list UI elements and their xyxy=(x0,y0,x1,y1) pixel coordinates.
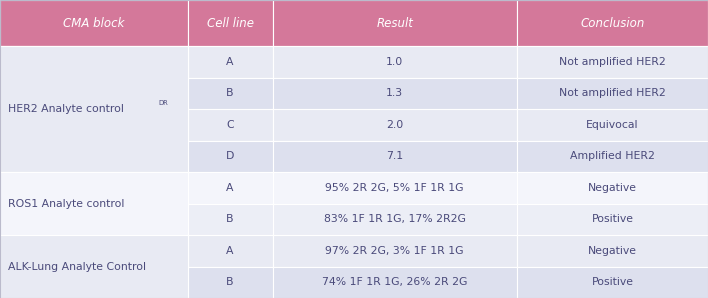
Text: Not amplified HER2: Not amplified HER2 xyxy=(559,57,666,67)
Bar xyxy=(0,141,188,172)
Text: 1.0: 1.0 xyxy=(386,57,404,67)
Text: B: B xyxy=(227,214,234,224)
Bar xyxy=(517,46,708,78)
Bar xyxy=(517,0,708,46)
Text: 95% 2R 2G, 5% 1F 1R 1G: 95% 2R 2G, 5% 1F 1R 1G xyxy=(326,183,464,193)
Bar xyxy=(517,78,708,109)
Text: A: A xyxy=(227,57,234,67)
Text: Amplified HER2: Amplified HER2 xyxy=(570,151,655,161)
Bar xyxy=(188,46,273,78)
Bar xyxy=(0,235,188,298)
Bar xyxy=(0,204,188,235)
Bar xyxy=(0,266,188,298)
Text: CMA block: CMA block xyxy=(63,17,125,30)
Text: Positive: Positive xyxy=(591,277,634,287)
Bar xyxy=(188,204,273,235)
Bar xyxy=(273,78,517,109)
Text: Not amplified HER2: Not amplified HER2 xyxy=(559,89,666,98)
Bar xyxy=(0,109,188,141)
Text: Cell line: Cell line xyxy=(207,17,253,30)
Text: HER2 Analyte control: HER2 Analyte control xyxy=(8,104,125,114)
Bar xyxy=(188,172,273,204)
Bar xyxy=(273,109,517,141)
Bar xyxy=(273,172,517,204)
Bar xyxy=(0,46,188,78)
Text: A: A xyxy=(227,246,234,256)
Bar xyxy=(517,109,708,141)
Bar xyxy=(0,78,188,109)
Bar xyxy=(188,141,273,172)
Text: DR: DR xyxy=(158,100,168,106)
Bar xyxy=(517,204,708,235)
Bar xyxy=(0,0,188,46)
Text: C: C xyxy=(227,120,234,130)
Bar xyxy=(273,0,517,46)
Text: A: A xyxy=(227,183,234,193)
Text: 2.0: 2.0 xyxy=(386,120,404,130)
Bar xyxy=(188,266,273,298)
Text: 74% 1F 1R 1G, 26% 2R 2G: 74% 1F 1R 1G, 26% 2R 2G xyxy=(322,277,467,287)
Text: D: D xyxy=(226,151,234,161)
Text: B: B xyxy=(227,89,234,98)
Bar xyxy=(517,141,708,172)
Text: 1.3: 1.3 xyxy=(386,89,404,98)
Bar xyxy=(273,46,517,78)
Text: Negative: Negative xyxy=(588,246,637,256)
Bar xyxy=(273,204,517,235)
Bar xyxy=(188,235,273,266)
Text: ROS1 Analyte control: ROS1 Analyte control xyxy=(8,198,125,209)
Bar xyxy=(517,266,708,298)
Text: Result: Result xyxy=(376,17,413,30)
Text: Equivocal: Equivocal xyxy=(586,120,639,130)
Text: Negative: Negative xyxy=(588,183,637,193)
Bar xyxy=(0,46,188,172)
Bar xyxy=(273,235,517,266)
Text: Conclusion: Conclusion xyxy=(581,17,644,30)
Bar xyxy=(0,235,188,266)
Text: ALK-Lung Analyte Control: ALK-Lung Analyte Control xyxy=(8,262,147,271)
Bar xyxy=(188,109,273,141)
Text: Positive: Positive xyxy=(591,214,634,224)
Text: 83% 1F 1R 1G, 17% 2R2G: 83% 1F 1R 1G, 17% 2R2G xyxy=(324,214,466,224)
Bar xyxy=(273,266,517,298)
Bar xyxy=(188,78,273,109)
Text: 7.1: 7.1 xyxy=(386,151,404,161)
Bar xyxy=(517,172,708,204)
Bar xyxy=(0,172,188,204)
Bar xyxy=(0,172,188,235)
Text: B: B xyxy=(227,277,234,287)
Bar xyxy=(517,235,708,266)
Bar xyxy=(273,141,517,172)
Text: 97% 2R 2G, 3% 1F 1R 1G: 97% 2R 2G, 3% 1F 1R 1G xyxy=(326,246,464,256)
Bar xyxy=(188,0,273,46)
